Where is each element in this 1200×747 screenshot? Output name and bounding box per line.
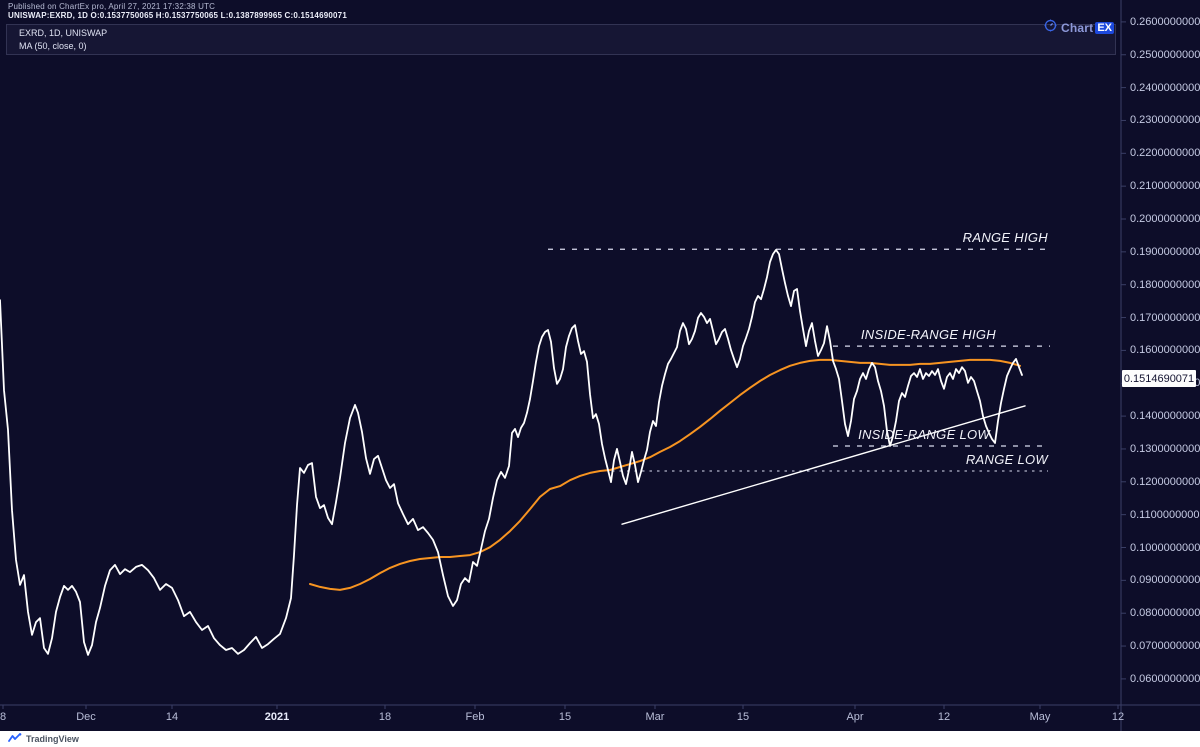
price-axis-label[interactable]: 0.1100000000 — [1130, 508, 1200, 521]
time-axis-label[interactable]: 12 — [937, 711, 951, 723]
time-axis-label[interactable]: 15 — [558, 711, 572, 723]
price-axis-label[interactable]: 0.2400000000 — [1130, 81, 1200, 94]
time-axis-label[interactable]: 12 — [1111, 711, 1125, 723]
price-axis-label[interactable]: 0.1400000000 — [1130, 410, 1200, 423]
price-axis-label[interactable]: 0.2300000000 — [1130, 114, 1200, 127]
price-axis-label[interactable]: 0.2600000000 — [1130, 15, 1200, 28]
time-axis-label[interactable]: 14 — [165, 711, 179, 723]
price-axis-label[interactable]: 0.2500000000 — [1130, 48, 1200, 61]
tradingview-icon[interactable] — [8, 730, 22, 747]
time-axis-label[interactable]: Mar — [645, 711, 665, 723]
price-axis-label[interactable]: 0.0600000000 — [1130, 672, 1200, 685]
legend-symbol-row[interactable]: EXRD, 1D, UNISWAP — [19, 28, 108, 38]
chart-legend-panel: EXRD, 1D, UNISWAP MA (50, close, 0) — [6, 24, 1116, 55]
price-axis-label[interactable]: 0.1000000000 — [1130, 541, 1200, 554]
tradingview-logo-text[interactable]: TradingView — [26, 734, 79, 744]
time-axis-label[interactable]: Feb — [465, 711, 485, 723]
chartex-logo: Chart EX — [1044, 19, 1114, 37]
published-timestamp: Published on ChartEx pro, April 27, 2021… — [8, 2, 216, 11]
price-axis-label[interactable]: 0.2200000000 — [1130, 147, 1200, 160]
price-line — [0, 248, 1023, 656]
time-axis-label[interactable]: 18 — [378, 711, 392, 723]
price-axis-label[interactable]: 0.1200000000 — [1130, 475, 1200, 488]
time-axis-label[interactable]: May — [1029, 711, 1051, 723]
symbol-ohlc-readout: UNISWAP:EXRD, 1D O:0.1537750065 H:0.1537… — [8, 11, 347, 20]
level-label-inside-range-high: INSIDE-RANGE HIGH — [860, 327, 996, 343]
price-axis-label[interactable]: 0.2100000000 — [1130, 180, 1200, 193]
legend-ma-row[interactable]: MA (50, close, 0) — [19, 41, 87, 51]
level-label-range-high: RANGE HIGH — [962, 230, 1048, 246]
price-axis-label[interactable]: 0.1800000000 — [1130, 278, 1200, 291]
chartex-logo-icon — [1044, 19, 1057, 37]
time-axis-label[interactable]: 15 — [736, 711, 750, 723]
current-price-badge: 0.1514690071 — [1122, 370, 1196, 388]
price-axis-label[interactable]: 0.1700000000 — [1130, 311, 1200, 324]
price-axis-label[interactable]: 0.1600000000 — [1130, 344, 1200, 357]
level-label-range-low: RANGE LOW — [965, 451, 1048, 467]
time-axis-label[interactable]: Dec — [76, 711, 96, 723]
tradingview-attribution-bar: TradingView — [0, 731, 1200, 747]
price-axis-label[interactable]: 0.1900000000 — [1130, 245, 1200, 258]
level-label-inside-range-low: INSIDE-RANGE LOW — [858, 426, 990, 442]
price-chart-canvas[interactable] — [0, 0, 1200, 731]
chartex-logo-suffix: EX — [1095, 22, 1114, 34]
chartex-logo-text: Chart — [1060, 21, 1094, 35]
price-axis-label[interactable]: 0.0700000000 — [1130, 640, 1200, 653]
time-axis-label[interactable]: 8 — [0, 711, 7, 723]
price-axis-label[interactable]: 0.2000000000 — [1130, 213, 1200, 225]
time-axis-label[interactable]: Apr — [846, 711, 864, 723]
price-axis-label[interactable]: 0.0900000000 — [1130, 574, 1200, 587]
trend-line — [621, 405, 1026, 525]
price-axis-label[interactable]: 0.1300000000 — [1130, 442, 1200, 455]
ma-50-line — [309, 358, 1021, 591]
price-axis-label[interactable]: 0.0800000000 — [1130, 607, 1200, 620]
time-axis-label[interactable]: 2021 — [264, 711, 290, 723]
